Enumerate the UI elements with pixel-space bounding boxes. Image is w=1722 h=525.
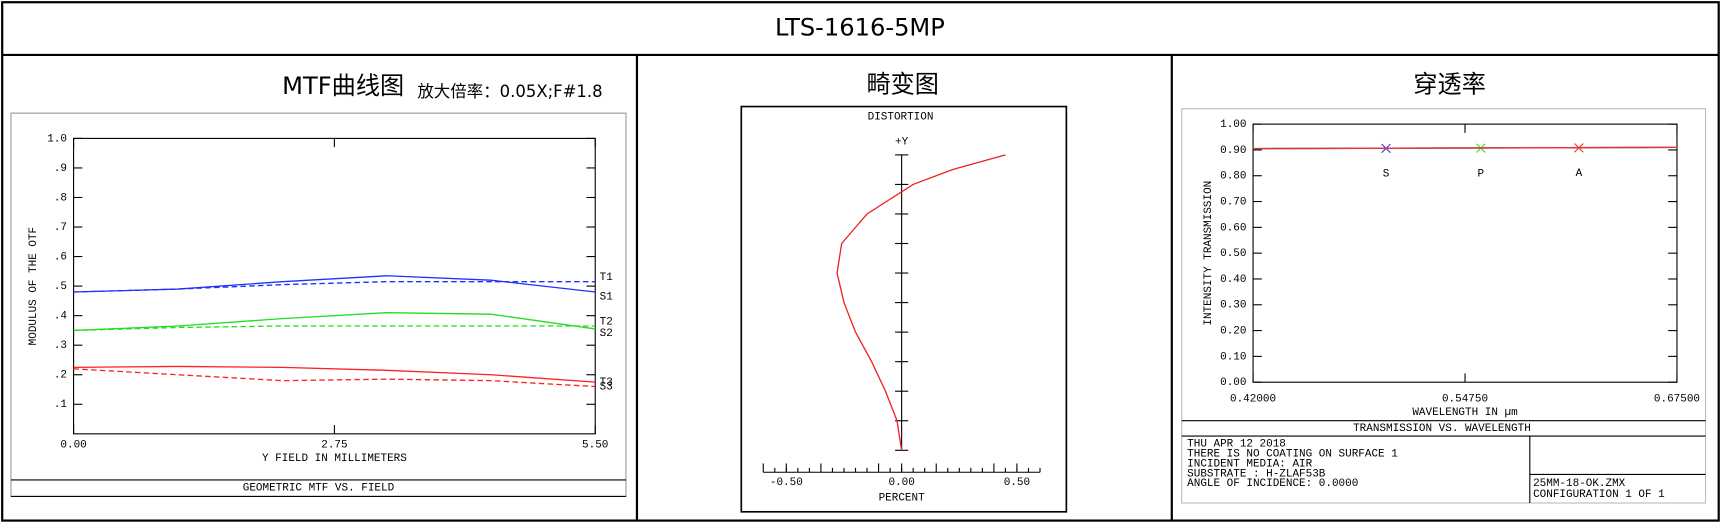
y-tick-label: .9	[54, 163, 67, 175]
legend-label: S1	[600, 291, 614, 303]
file-info: CONFIGURATION 1 OF 1	[1533, 489, 1665, 501]
legend-label: T1	[600, 272, 614, 284]
y-tick-label: .6	[54, 251, 67, 263]
x-tick-label: 0.00	[888, 477, 914, 489]
y-tick-label: 1.0	[47, 133, 67, 145]
y-tick-label: .2	[54, 370, 67, 382]
y-tick-label: .3	[54, 340, 67, 352]
y-tick-label: 0.80	[1220, 171, 1246, 183]
x-tick-label: 0.42000	[1230, 394, 1276, 406]
panel-title: 畸变图	[866, 71, 938, 99]
series-line	[73, 325, 596, 332]
series-line	[1253, 146, 1677, 150]
y-axis-title: +Y	[895, 137, 909, 149]
chart-title: TRANSMISSION VS. WAVELENGTH	[1353, 423, 1531, 435]
note: ANGLE OF INCIDENCE: 0.0000	[1187, 478, 1358, 490]
series-marker	[1574, 143, 1584, 153]
y-tick-label: 0.50	[1220, 248, 1246, 260]
y-tick-label: 0.90	[1220, 145, 1246, 157]
y-tick-label: 0.20	[1220, 325, 1246, 337]
y-tick-label: 0.60	[1220, 222, 1246, 234]
note: INCIDENT MEDIA: AIR	[1187, 458, 1312, 470]
legend-label: T3	[600, 377, 613, 389]
page-title: LTS-1616-5MP	[775, 14, 945, 42]
x-tick-label: 2.75	[321, 440, 347, 452]
x-tick-label: 5.50	[582, 440, 608, 452]
x-tick-label: 0.00	[60, 440, 86, 452]
y-axis-title: INTENSITY TRANSMISSION	[1203, 181, 1215, 326]
y-axis-title: MODULUS OF THE OTF	[28, 227, 40, 345]
y-tick-label: .8	[54, 192, 67, 204]
chart-title: DISTORTION	[868, 111, 934, 123]
y-tick-label: 0.10	[1220, 351, 1246, 363]
y-tick-label: 0.30	[1220, 300, 1246, 312]
y-tick-label: 0.70	[1220, 196, 1246, 208]
series-line	[73, 275, 596, 293]
panel-title: 穿透率	[1413, 71, 1485, 99]
x-tick-label: 0.50	[1004, 477, 1030, 489]
plot-area	[1252, 123, 1678, 383]
x-tick-label: 0.67500	[1654, 394, 1700, 406]
series-line	[73, 368, 596, 388]
x-axis-title: WAVELENGTH IN µm	[1412, 407, 1518, 419]
legend-label: S3	[600, 381, 613, 393]
legend-label: T2	[600, 317, 613, 329]
panel-title: MTF曲线图	[282, 72, 404, 100]
series-line	[836, 154, 1006, 451]
legend-label: S2	[600, 328, 613, 340]
plot-area	[73, 137, 596, 435]
note: THU APR 12 2018	[1187, 439, 1286, 451]
note: SUBSTRATE : H-ZLAF53B	[1187, 468, 1326, 480]
panel-subtitle: 放大倍率：0.05X;F#1.8	[417, 82, 602, 101]
series-label: S	[1383, 169, 1390, 181]
series-label: A	[1576, 168, 1583, 180]
x-tick-label: -0.50	[770, 477, 803, 489]
y-tick-label: 0.00	[1220, 377, 1246, 389]
y-tick-label: 0.40	[1220, 274, 1246, 286]
y-tick-label: .5	[54, 281, 67, 293]
series-line	[73, 312, 596, 332]
y-tick-label: .4	[54, 311, 68, 323]
note: THERE IS NO COATING ON SURFACE 1	[1187, 448, 1398, 460]
x-axis-title: PERCENT	[879, 492, 925, 504]
x-tick-label: 0.54750	[1442, 394, 1488, 406]
plot-frames	[10, 105, 1707, 513]
file-info: 25MM-18-OK.ZMX	[1533, 478, 1626, 490]
y-tick-label: .1	[54, 399, 68, 411]
x-axis-title: Y FIELD IN MILLIMETERS	[262, 453, 407, 465]
series-line	[73, 365, 596, 383]
y-tick-label: 1.00	[1220, 119, 1246, 131]
chart-title: GEOMETRIC MTF VS. FIELD	[243, 483, 395, 495]
series-label: P	[1478, 168, 1485, 180]
y-tick-label: .7	[54, 222, 67, 234]
